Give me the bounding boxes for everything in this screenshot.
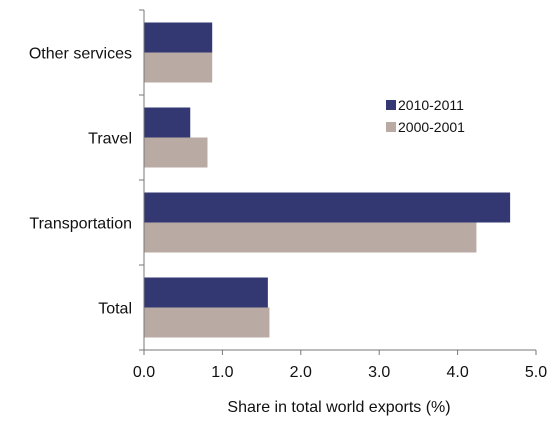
bars-layer	[144, 22, 511, 338]
category-label: Other services	[29, 46, 132, 63]
x-tick-label: 2.0	[290, 364, 312, 381]
legend-label: 2000-2001	[398, 119, 465, 135]
bar-transportation-2010-2011	[144, 192, 511, 223]
x-tick-label: 4.0	[446, 364, 468, 381]
bar-total-2000-2001	[144, 307, 270, 338]
bar-other-services-2000-2001	[144, 52, 213, 83]
x-tick-label: 3.0	[368, 364, 390, 381]
legend-swatch	[386, 100, 396, 110]
legend-label: 2010-2011	[398, 97, 464, 113]
bar-transportation-2000-2001	[144, 222, 477, 253]
bar-total-2010-2011	[144, 277, 268, 308]
bar-other-services-2010-2011	[144, 22, 213, 53]
category-label: Transportation	[29, 216, 132, 233]
x-tick-label: 1.0	[211, 364, 233, 381]
axes-layer	[139, 9, 537, 355]
labels-layer: Other services Travel Transportation Total 0…	[29, 46, 547, 382]
x-axis-title: Share in total world exports (%)	[227, 399, 450, 416]
category-label: Total	[98, 301, 132, 318]
x-tick-label: 5.0	[525, 364, 547, 381]
legend: 2010-2011 2000-2001	[386, 97, 465, 135]
bar-travel-2000-2001	[144, 137, 208, 168]
category-label: Travel	[88, 131, 132, 148]
legend-swatch	[386, 122, 396, 132]
x-tick-label: 0.0	[133, 364, 155, 381]
bar-travel-2010-2011	[144, 107, 191, 138]
